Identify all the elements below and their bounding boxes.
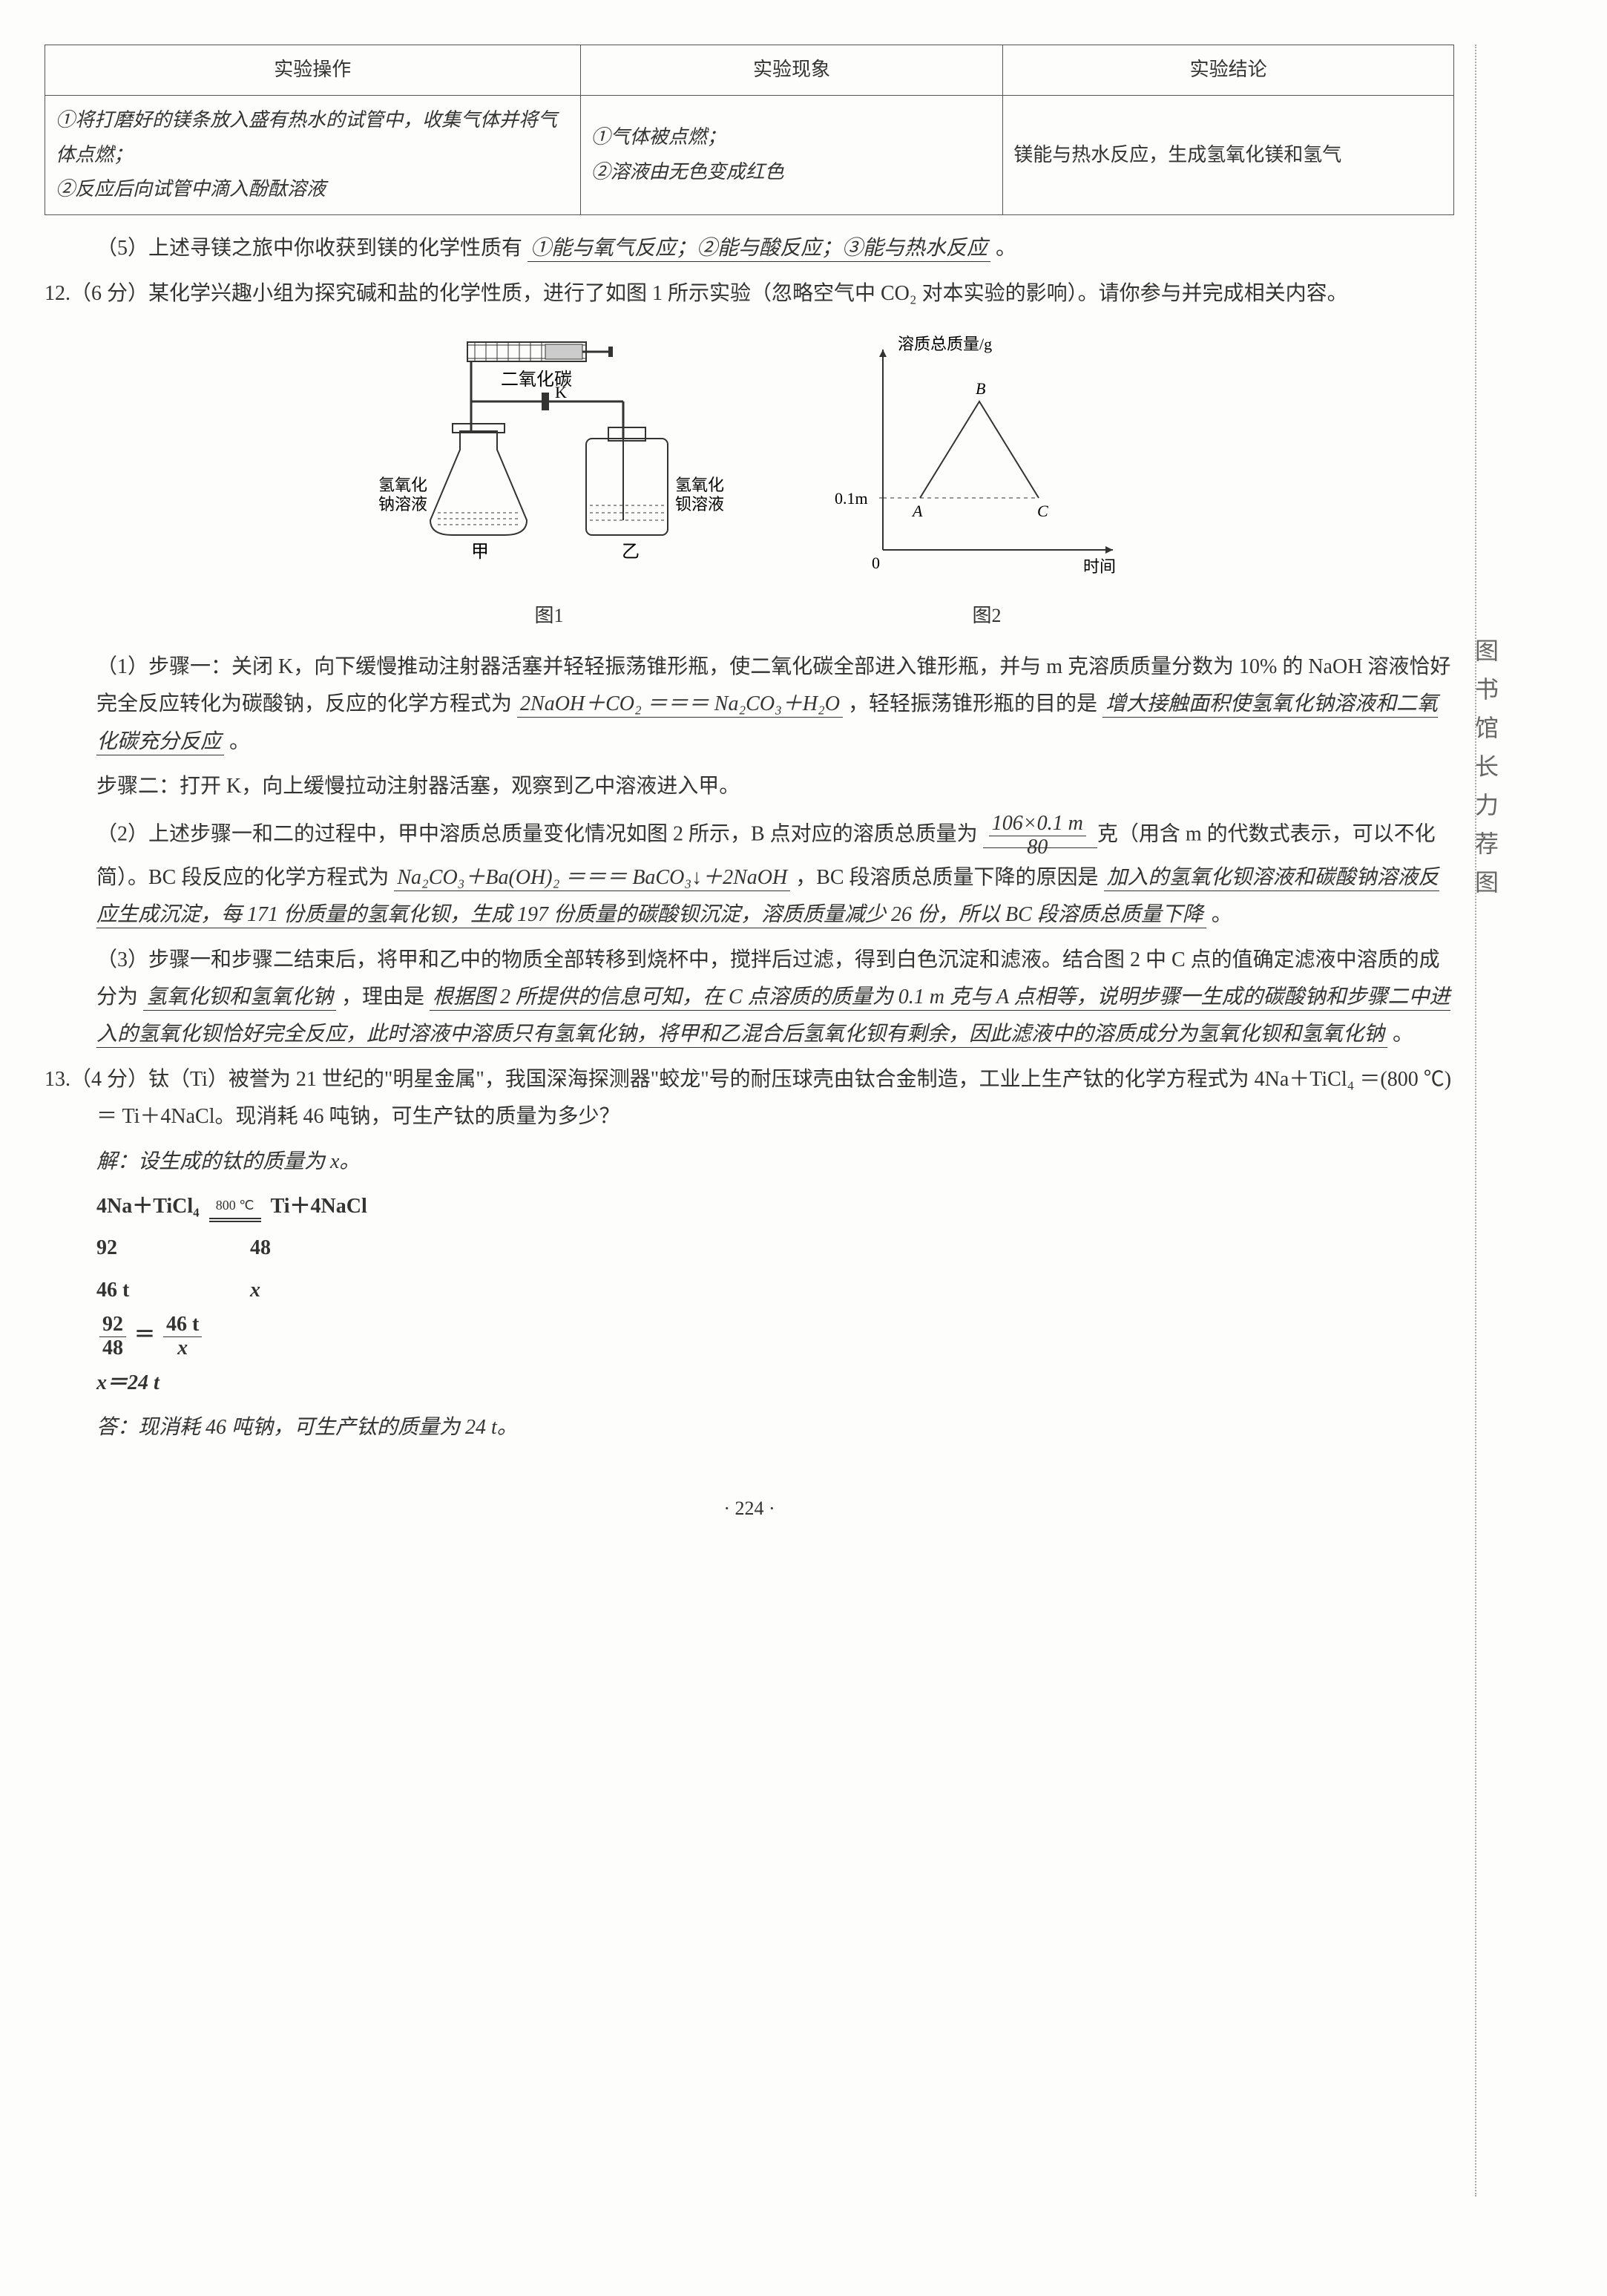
q12-part3: （3）步骤一和步骤二结束后，将甲和乙中的物质全部转移到烧杯中，搅拌后过滤，得到白…	[45, 942, 1454, 1054]
q13-head: 13.（4 分）钛（Ti）被誉为 21 世纪的"明星金属"，我国深海探测器"蛟龙…	[45, 1061, 1454, 1136]
q12-part2: （2）上述步骤一和二的过程中，甲中溶质总质量变化情况如图 2 所示，B 点对应的…	[45, 813, 1454, 934]
table-cell-conclusion: 镁能与热水反应，生成氢氧化镁和氢气	[1003, 95, 1454, 214]
q11-part5: （5）上述寻镁之旅中你收获到镁的化学性质有 ①能与氧气反应；②能与酸反应；③能与…	[45, 230, 1454, 267]
q12-2-suffix: 。	[1212, 903, 1232, 926]
q12-3-text-b: ，理由是	[341, 985, 424, 1008]
frac-num: 106×0.1 m	[989, 813, 1086, 836]
q11-5-prefix: （5）上述寻镁之旅中你收获到镁的化学性质有	[96, 237, 522, 260]
result-text: x＝24 t	[96, 1371, 160, 1394]
fig1-baoh2-label: 氢氧化钡溶液	[675, 476, 724, 514]
q13-given-row: 46 t x	[45, 1272, 1454, 1309]
q13-result: x＝24 t	[45, 1365, 1454, 1402]
graph-svg: 溶质总质量/g 时间 0 0.1m A B C	[831, 327, 1143, 594]
q11-5-answer: ①能与氧气反应；②能与酸反应；③能与热水反应	[528, 237, 990, 262]
q12-2-ans-b: Na₂CO₃＋Ba(OH)₂ ＝＝＝ BaCO₃↓＋2NaOH	[394, 866, 790, 891]
q12-3-ans-a: 氢氧化钡和氢氧化钠	[143, 985, 336, 1011]
q12-step2: 步骤二：打开 K，向上缓慢拉动注射器活塞，观察到乙中溶液进入甲。	[45, 768, 1454, 805]
q13-proportion: 92 48 ＝ 46 t x	[45, 1313, 1454, 1360]
q13-mass-row: 92 48	[45, 1230, 1454, 1267]
eq-reactants: 4Na＋TiCl₄	[96, 1195, 200, 1218]
side-tab-text: 图书馆长力荐图	[1463, 638, 1506, 908]
fig2-point-b: B	[976, 379, 985, 398]
q12-2-text-a: （2）上述步骤一和二的过程中，甲中溶质总质量变化情况如图 2 所示，B 点对应的…	[96, 823, 978, 846]
q12-3-suffix: 。	[1393, 1023, 1413, 1046]
fig2-ytick: 0.1m	[835, 489, 868, 508]
q13-answer: 答：现消耗 46 吨钠，可生产钛的质量为 24 t。	[45, 1409, 1454, 1446]
fig1-flask-a: 甲	[471, 542, 489, 562]
fig2-ylabel: 溶质总质量/g	[898, 335, 992, 353]
fig1-caption: 图1	[356, 599, 742, 634]
q11-5-suffix: 。	[996, 237, 1016, 260]
eq-condition: 800 ℃	[209, 1193, 261, 1217]
mass-b: 48	[250, 1236, 271, 1259]
frac-den: 80	[989, 836, 1086, 859]
q12-head: 12.（6 分）某化学兴趣小组为探究碱和盐的化学性质，进行了如图 1 所示实验（…	[45, 275, 1454, 312]
q13-equation: 4Na＋TiCl₄ 800 ℃ Ti＋4NaCl	[45, 1188, 1454, 1225]
fig1-k-label: K	[555, 383, 567, 401]
margin-dotted-line	[1475, 45, 1476, 2197]
fig2-xlabel: 时间	[1083, 557, 1116, 576]
fig2-origin: 0	[872, 554, 880, 572]
fig1-naoh-label: 氢氧化钠溶液	[378, 476, 427, 514]
table-header-op: 实验操作	[45, 45, 581, 96]
table-header-phenomenon: 实验现象	[580, 45, 1003, 96]
given-b: x	[250, 1279, 260, 1302]
table-cell-phenomenon: ①气体被点燃；②溶液由无色变成红色	[580, 95, 1003, 214]
table-header-conclusion: 实验结论	[1003, 45, 1454, 96]
figure-1: 二氧化碳 K 氢氧化钠溶液 甲	[356, 327, 742, 634]
prop-rn: 46 t	[163, 1313, 202, 1337]
fig1-flask-b: 乙	[622, 542, 640, 562]
q13-sol-intro: 解：设生成的钛的质量为 x。	[45, 1144, 1454, 1181]
eq-products: Ti＋4NaCl	[271, 1195, 367, 1218]
fig2-point-a: A	[911, 502, 923, 520]
q12-2-text-c: ，BC 段溶质总质量下降的原因是	[795, 866, 1098, 889]
page-number: · 224 ·	[45, 1492, 1454, 1526]
q12-2-frac: 106×0.1 m 80	[983, 823, 1097, 848]
q12-1-suffix: 。	[229, 730, 250, 753]
mass-a: 92	[96, 1230, 245, 1267]
prop-ln: 92	[99, 1313, 126, 1337]
q12-1-text-b: ，轻轻振荡锥形瓶的目的是	[848, 692, 1097, 715]
figure-2: 溶质总质量/g 时间 0 0.1m A B C 图2	[831, 327, 1143, 634]
given-a: 46 t	[96, 1272, 245, 1309]
q12-1-ans-a: 2NaOH＋CO₂ ＝＝＝ Na₂CO₃＋H₂O	[517, 692, 843, 718]
prop-ld: 48	[99, 1337, 126, 1360]
fig2-caption: 图2	[831, 599, 1143, 634]
fig2-point-c: C	[1037, 502, 1048, 520]
figures-row: 二氧化碳 K 氢氧化钠溶液 甲	[45, 327, 1454, 634]
apparatus-svg: 二氧化碳 K 氢氧化钠溶液 甲	[356, 327, 742, 594]
experiment-table: 实验操作 实验现象 实验结论 ①将打磨好的镁条放入盛有热水的试管中，收集气体并将…	[45, 45, 1454, 215]
q12-part1: （1）步骤一：关闭 K，向下缓慢推动注射器活塞并轻轻振荡锥形瓶，使二氧化碳全部进…	[45, 649, 1454, 761]
prop-rd: x	[163, 1337, 202, 1360]
table-cell-op: ①将打磨好的镁条放入盛有热水的试管中，收集气体并将气体点燃；②反应后向试管中滴入…	[45, 95, 581, 214]
